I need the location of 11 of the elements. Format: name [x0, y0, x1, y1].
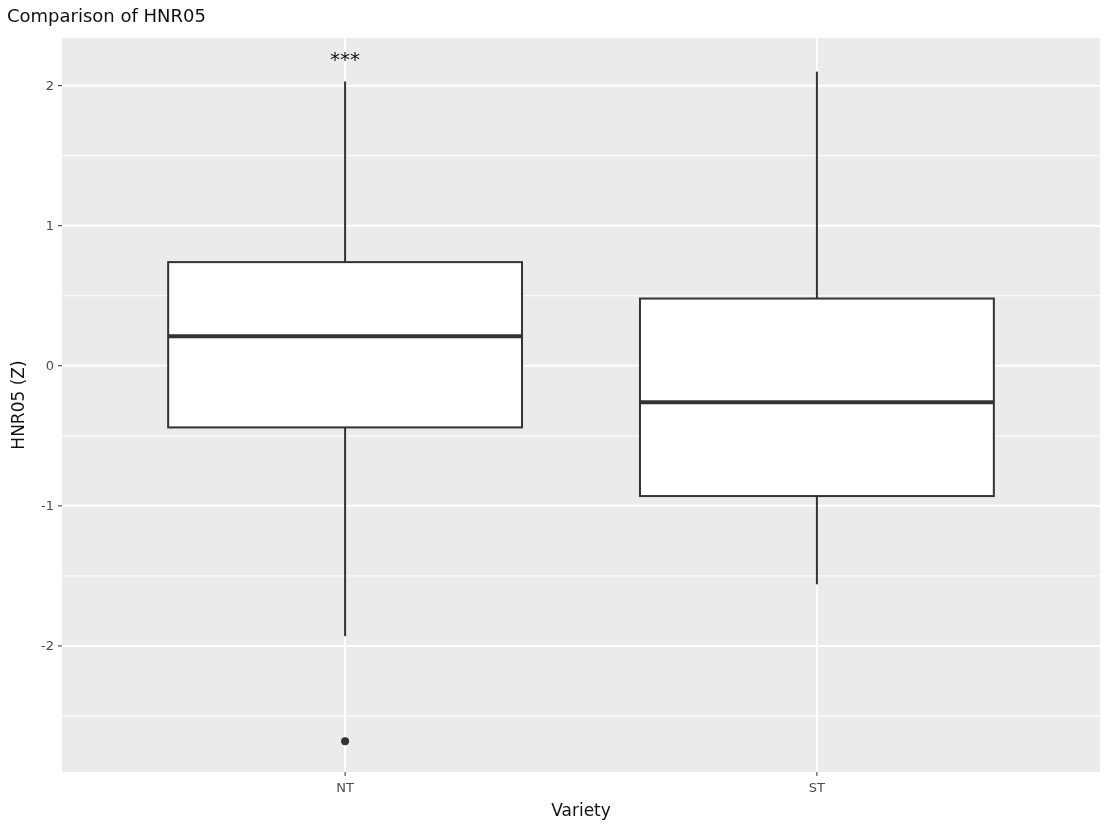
y-axis-title: HNR05 (Z) [8, 360, 28, 450]
x-tick-label: NT [336, 780, 354, 795]
y-tick-label: 1 [45, 218, 54, 234]
annotation: *** [330, 47, 361, 71]
chart-title: Comparison of HNR05 [7, 5, 206, 26]
x-axis-title: Variety [551, 800, 611, 820]
y-tick-label: 2 [45, 78, 54, 94]
y-tick-label: -1 [41, 498, 54, 514]
y-tick-label: 0 [45, 358, 54, 374]
x-tick-label: ST [808, 780, 826, 795]
y-tick-label: -2 [41, 638, 54, 654]
